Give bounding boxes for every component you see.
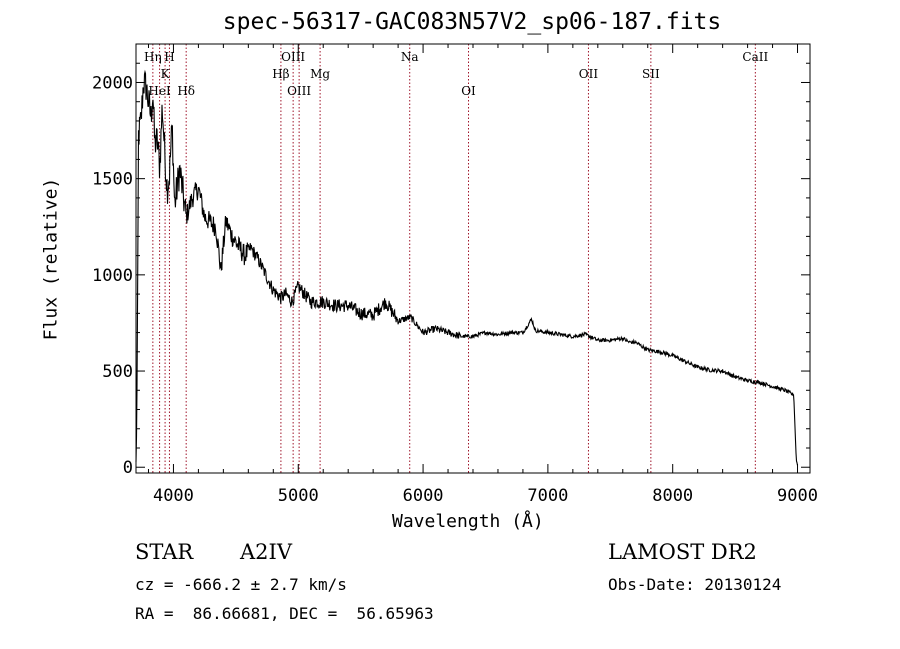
y-axis-label: Flux (relative) bbox=[40, 177, 62, 341]
spectral-line-markers bbox=[152, 44, 756, 473]
spectral-line-label: Hβ bbox=[272, 67, 289, 81]
x-axis-ticks: 4000 5000 6000 7000 8000 9000 bbox=[147, 44, 818, 506]
x-tick-label: 7000 bbox=[527, 486, 568, 506]
spectral-line-label: OIII bbox=[281, 50, 305, 64]
spectral-line-label: Hδ bbox=[177, 84, 195, 98]
spectral-line-label: HeI bbox=[148, 84, 171, 98]
y-tick-label: 1000 bbox=[92, 266, 133, 286]
spectral-line-label: SII bbox=[642, 67, 660, 81]
x-axis-label: Wavelength (Å) bbox=[392, 511, 544, 532]
y-axis-ticks: 0 500 1000 1500 2000 bbox=[92, 43, 810, 478]
coordinates-readout: RA = 86.66681, DEC = 56.65963 bbox=[135, 604, 434, 623]
x-tick-label: 4000 bbox=[153, 486, 194, 506]
spectrum-series-line bbox=[135, 69, 799, 466]
y-tick-label: 0 bbox=[123, 458, 133, 478]
spectral-line-label: OII bbox=[579, 67, 599, 81]
spectral-line-label: Hη bbox=[144, 50, 162, 64]
spectral-line-label: Na bbox=[401, 50, 419, 64]
spectral-line-label: K bbox=[161, 67, 171, 81]
spectral-line-label: CaII bbox=[742, 50, 768, 64]
x-tick-label: 5000 bbox=[278, 486, 319, 506]
plot-frame bbox=[135, 43, 811, 474]
x-tick-label: 8000 bbox=[652, 486, 693, 506]
obs-date: Obs-Date: 20130124 bbox=[608, 575, 782, 594]
object-subclass: A2IV bbox=[240, 540, 292, 564]
x-tick-label: 6000 bbox=[403, 486, 444, 506]
y-tick-label: 500 bbox=[102, 362, 133, 382]
object-class: STAR bbox=[135, 540, 194, 564]
y-tick-label: 1500 bbox=[92, 170, 133, 190]
spectral-line-label: H bbox=[164, 50, 174, 64]
redshift-readout: cz = -666.2 ± 2.7 km/s bbox=[135, 575, 347, 594]
y-tick-label: 2000 bbox=[92, 73, 133, 93]
chart-title: spec-56317-GAC083N57V2_sp06-187.fits bbox=[222, 9, 722, 35]
spectral-line-label: Mg bbox=[310, 67, 330, 81]
spectral-line-labels: Hη HK HeI Hδ OIII Hβ Mg OIII Na OI OII SII CaII bbox=[144, 50, 768, 98]
x-tick-label: 9000 bbox=[777, 486, 818, 506]
spectral-line-label: OIII bbox=[287, 84, 311, 98]
survey-name: LAMOST DR2 bbox=[608, 540, 757, 564]
spectral-line-label: OI bbox=[461, 84, 476, 98]
